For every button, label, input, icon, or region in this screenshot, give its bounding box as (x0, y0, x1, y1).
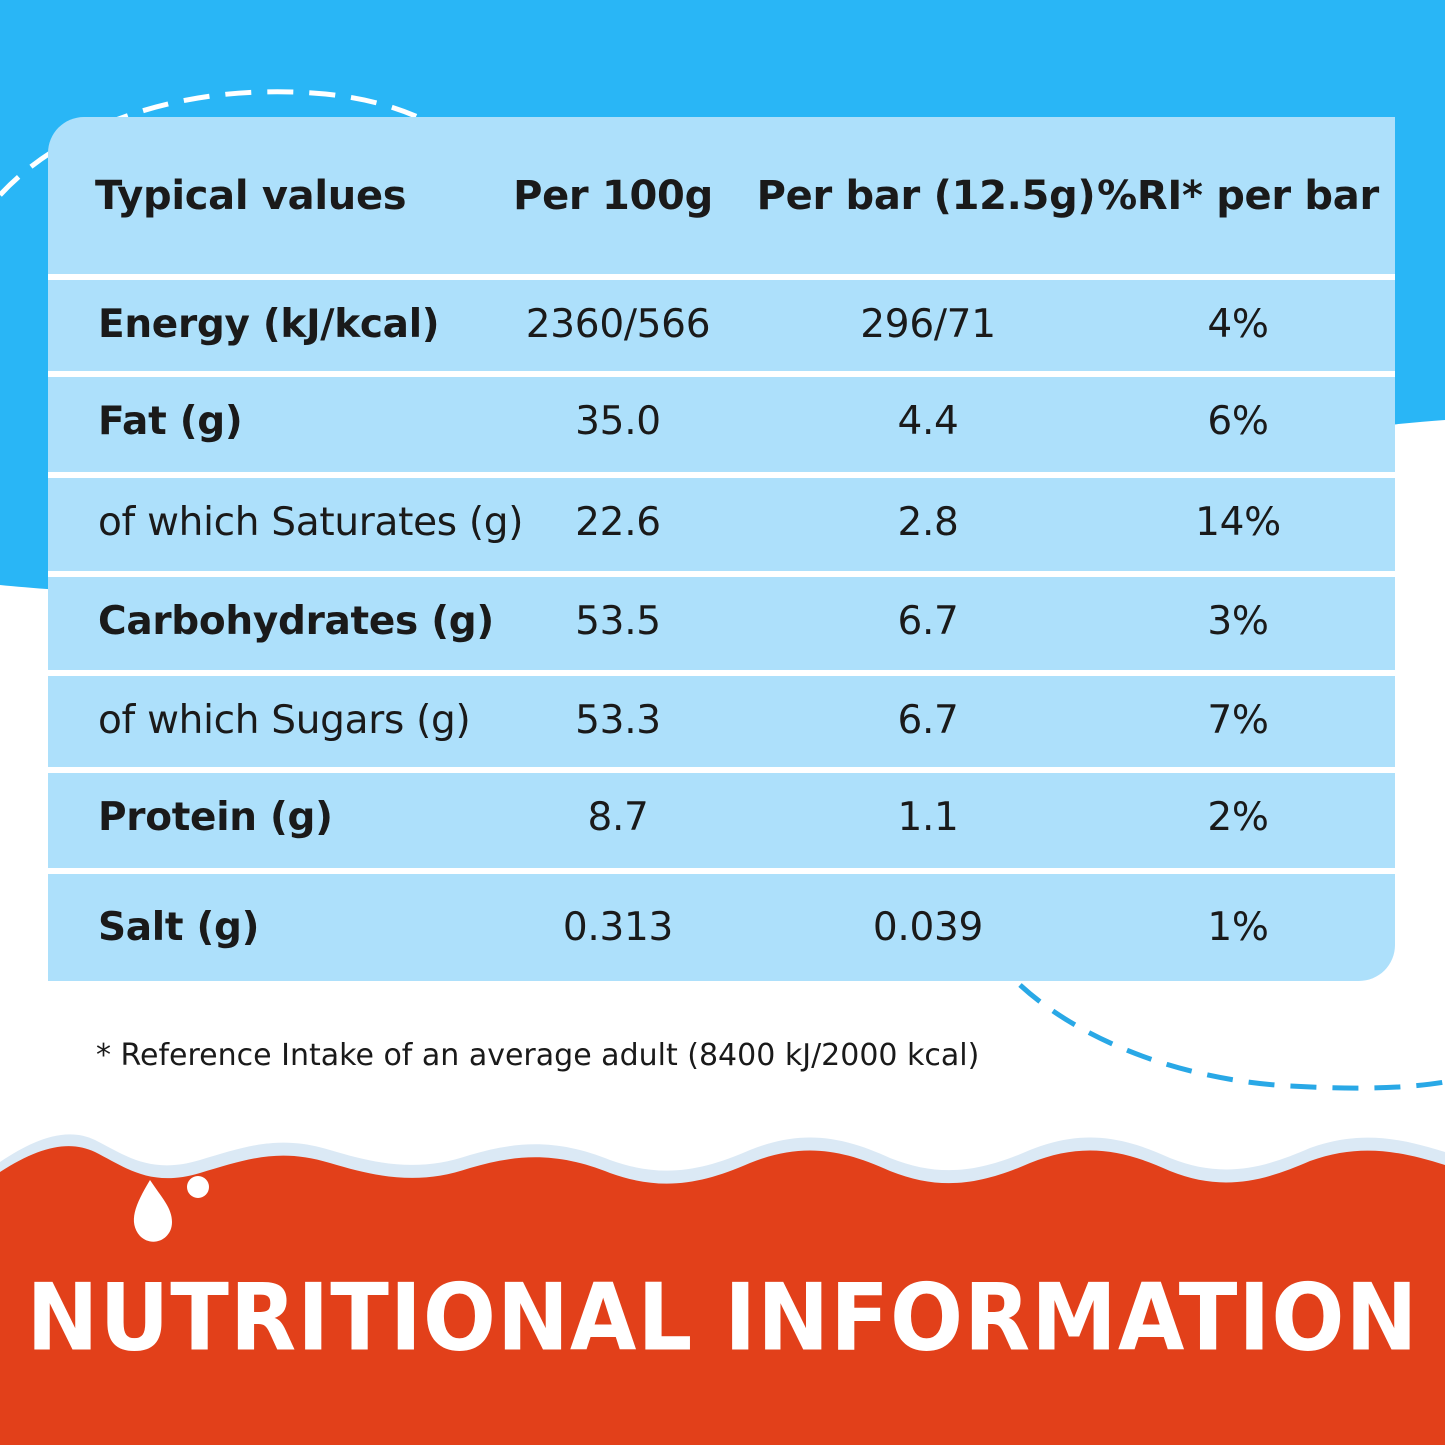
row-ri: 2% (1207, 794, 1269, 840)
orange-band (0, 1146, 1445, 1445)
row-per-bar: 2.8 (897, 499, 959, 545)
table-row: Energy (kJ/kcal) 2360/566 296/71 4% (48, 274, 1395, 368)
row-per-100g: 22.6 (575, 499, 661, 545)
table-row: Protein (g) 8.7 1.1 2% (48, 767, 1395, 861)
row-ri: 4% (1207, 301, 1269, 347)
nutrition-table: Typical values Per 100g Per bar (12.5g) … (48, 117, 1395, 981)
banner-title: NUTRITIONAL INFORMATION (26, 1264, 1419, 1372)
table-row: of which Sugars (g) 53.3 6.7 7% (48, 670, 1395, 764)
header-per-100g: Per 100g (513, 172, 713, 219)
row-ri: 1% (1207, 905, 1269, 950)
row-ri: 14% (1195, 499, 1281, 545)
row-ri: 7% (1207, 697, 1269, 743)
row-per-bar: 6.7 (897, 697, 959, 743)
row-per-100g: 8.7 (587, 794, 649, 840)
row-per-100g: 2360/566 (525, 301, 711, 347)
table-header-row: Typical values Per 100g Per bar (12.5g) … (48, 117, 1395, 274)
milk-drop-icon (133, 1176, 209, 1242)
dashed-arc-bottom (1018, 983, 1445, 1091)
row-per-bar: 1.1 (897, 794, 959, 840)
row-per-100g: 0.313 (562, 905, 674, 950)
row-label: of which Sugars (g) (98, 697, 471, 743)
row-ri: 3% (1207, 598, 1269, 644)
table-row: Fat (g) 35.0 4.4 6% (48, 371, 1395, 465)
header-typical-values: Typical values (95, 172, 407, 219)
table-row: Salt (g) 0.313 0.039 1% (48, 868, 1395, 981)
row-label: Protein (g) (98, 794, 333, 840)
row-per-bar: 296/71 (860, 301, 996, 347)
row-label: Salt (g) (98, 905, 260, 950)
row-per-bar: 0.039 (872, 905, 984, 950)
header-ri-per-bar: %RI* per bar (1097, 172, 1379, 219)
row-per-bar: 4.4 (897, 398, 959, 444)
row-ri: 6% (1207, 398, 1269, 444)
row-per-100g: 53.3 (575, 697, 661, 743)
table-row: Carbohydrates (g) 53.5 6.7 3% (48, 571, 1395, 665)
row-label: of which Saturates (g) (98, 499, 524, 545)
row-per-100g: 35.0 (575, 398, 661, 444)
row-label: Carbohydrates (g) (98, 598, 494, 644)
row-per-bar: 6.7 (897, 598, 959, 644)
header-per-bar: Per bar (12.5g) (756, 172, 1096, 219)
reference-intake-footnote: * Reference Intake of an average adult (… (96, 1038, 980, 1073)
row-label: Energy (kJ/kcal) (98, 301, 440, 347)
row-per-100g: 53.5 (575, 598, 661, 644)
row-label: Fat (g) (98, 398, 243, 444)
dashed-arc-top (0, 89, 422, 197)
table-row: of which Saturates (g) 22.6 2.8 14% (48, 472, 1395, 566)
